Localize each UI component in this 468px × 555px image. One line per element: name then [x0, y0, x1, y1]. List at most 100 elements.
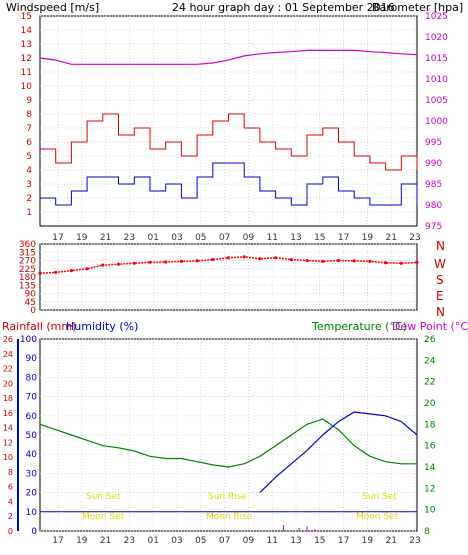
x-tick-label: 09	[243, 536, 255, 546]
x-tick-label: 15	[314, 536, 325, 546]
rain-y-tick-label: 6	[8, 483, 13, 492]
temperature-label: Temperature (°C)	[311, 320, 407, 333]
climate-grid	[40, 338, 417, 532]
wind-y-tick-label: 8	[26, 110, 32, 120]
rain-y-tick-label: 0	[8, 527, 13, 536]
dir-y-tick-label: 270	[19, 257, 36, 267]
humidity-line	[259, 411, 418, 494]
rain-y-tick-label: 4	[8, 497, 13, 506]
temp-y-tick-label: 22	[424, 378, 435, 388]
wind-direction-point	[321, 259, 325, 263]
temp-y-tick-label: 10	[424, 506, 436, 516]
humidity-y-axis: 0 10 20 30 40 50 60 70 80 90 100	[20, 335, 37, 537]
sun-set-1-label: Sun Set	[86, 492, 121, 502]
wind-y-tick-label: 12	[21, 54, 32, 64]
baro-y-tick-label: 985	[425, 180, 442, 190]
x-tick-label: 23	[409, 536, 420, 546]
rain-y-tick-label: 22	[3, 365, 13, 374]
compass-s: S	[436, 273, 444, 287]
dir-y-tick-label: 315	[19, 248, 36, 258]
humidity-y-tick-label: 20	[26, 489, 38, 499]
x-tick-label: 21	[100, 233, 111, 243]
dir-y-tick-label: 45	[25, 298, 36, 308]
sun-set-2-label: Sun Set	[362, 492, 397, 502]
baro-y-tick-label: 1010	[425, 75, 448, 85]
rain-y-tick-label: 2	[8, 512, 13, 521]
windgust-line	[40, 113, 418, 171]
wind-y-tick-label: 1	[26, 208, 32, 218]
compass-n-bottom: N	[436, 305, 445, 319]
dir-y-tick-label: 90	[25, 290, 37, 300]
x-tick-label: 23	[409, 233, 420, 243]
climate-x-axis: 17 19 21 23 01 03 05 07 09 11 13 15 17 19 21 23	[52, 536, 420, 546]
x-tick-label: 19	[362, 233, 374, 243]
climate-series	[39, 411, 418, 531]
x-tick-label: 23	[124, 536, 135, 546]
x-tick-label: 07	[219, 233, 230, 243]
temp-y-tick-label: 14	[424, 463, 436, 473]
wind-y-tick-label: 4	[26, 166, 32, 176]
wind-y-tick-label: 13	[21, 40, 32, 50]
compass-n-top: N	[436, 239, 445, 253]
humidity-y-tick-label: 30	[26, 469, 38, 479]
moon-set-1-label: Moon Set	[82, 512, 125, 522]
temp-y-tick-label: 8	[424, 527, 430, 537]
x-tick-label: 23	[124, 233, 135, 243]
wind-panel-frame	[39, 15, 418, 227]
moon-rise-label: Moon Rise	[206, 512, 253, 522]
humidity-y-tick-label: 10	[26, 508, 38, 518]
rain-y-tick-label: 10	[3, 453, 13, 462]
direction-panel-frame	[39, 243, 418, 311]
humidity-y-tick-label: 90	[26, 354, 38, 364]
x-tick-label: 17	[52, 536, 63, 546]
compass-e: E	[436, 289, 444, 303]
x-tick-label: 11	[266, 233, 277, 243]
baro-y-tick-label: 990	[425, 159, 442, 169]
x-tick-label: 17	[52, 233, 63, 243]
compass-labels: N W S E N	[434, 239, 446, 319]
x-tick-label: 17	[338, 536, 349, 546]
humidity-y-tick-label: 50	[26, 431, 38, 441]
x-tick-label: 19	[362, 536, 374, 546]
wind-y-tick-label: 5	[26, 152, 32, 162]
rain-y-tick-label: 20	[3, 379, 13, 388]
rain-y-tick-label: 14	[3, 424, 13, 433]
wind-direction-point	[132, 261, 136, 265]
barometer-line	[39, 49, 418, 65]
wind-direction-trace	[39, 256, 418, 275]
x-tick-label: 13	[290, 233, 301, 243]
dir-y-tick-label: 180	[19, 273, 36, 283]
temperature-y-axis: 8 10 12 14 16 18 20 22 24 26	[424, 335, 436, 537]
wind-direction-point	[336, 258, 341, 263]
direction-grid	[40, 243, 417, 311]
temp-y-tick-label: 26	[424, 335, 436, 345]
temp-y-tick-label: 16	[424, 442, 436, 452]
humidity-y-tick-label: 0	[31, 527, 37, 537]
rain-y-tick-label: 16	[3, 409, 13, 418]
x-tick-label: 11	[266, 536, 277, 546]
humidity-y-tick-label: 80	[26, 373, 38, 383]
x-tick-label: 07	[219, 536, 230, 546]
rain-y-tick-label: 26	[3, 335, 13, 344]
wind-y-tick-label: 11	[21, 68, 32, 78]
barometer-title: Barometer [hpa]	[372, 1, 463, 14]
wind-y-tick-label: 9	[26, 96, 32, 106]
wind-x-axis: 17 19 21 23 01 03 05 07 09 11 13 15 17 19 21 23	[52, 233, 420, 243]
sun-moon-annotations: Sun Set Sun Rise Sun Set Moon Set Moon R…	[82, 492, 399, 522]
rain-y-tick-label: 18	[3, 394, 13, 403]
x-tick-label: 05	[195, 233, 206, 243]
baro-y-tick-label: 995	[425, 138, 442, 148]
humidity-y-tick-label: 40	[26, 450, 38, 460]
wind-series	[39, 49, 418, 206]
temp-y-tick-label: 18	[424, 420, 436, 430]
dir-y-tick-label: 0	[30, 306, 36, 316]
x-tick-label: 13	[290, 536, 301, 546]
wind-y-tick-label: 3	[26, 180, 32, 190]
graph-title: 24 hour graph day : 01 September 2016	[172, 1, 395, 14]
temp-y-tick-label: 12	[424, 484, 435, 494]
dir-y-tick-label: 360	[19, 240, 36, 250]
